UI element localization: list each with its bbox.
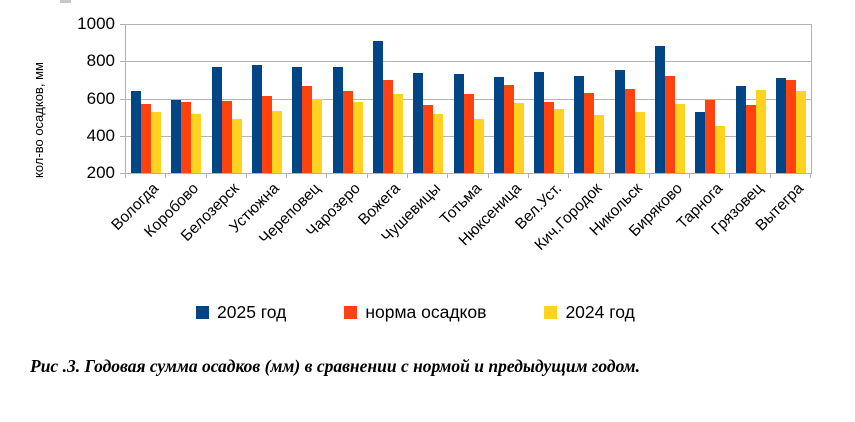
- bar: [191, 114, 202, 173]
- x-tick-mark: [286, 174, 288, 178]
- bar: [654, 46, 665, 173]
- bar: [634, 111, 645, 173]
- x-tick-mark: [689, 174, 691, 178]
- legend-item: 2024 год: [544, 302, 635, 323]
- bar: [614, 69, 625, 173]
- x-tick-mark: [810, 174, 811, 178]
- bar: [342, 91, 353, 173]
- bar: [674, 104, 685, 173]
- bar: [695, 111, 706, 173]
- precipitation-bar-chart: кол-во осадков, мм 2025 год норма осадков…: [31, 0, 812, 323]
- bar: [433, 114, 444, 173]
- bar: [372, 40, 383, 173]
- bar: [534, 72, 545, 173]
- bar: [544, 102, 555, 173]
- y-tick-label: 600: [86, 88, 115, 108]
- legend-item: 2025 год: [196, 302, 286, 323]
- legend-label: 2024 год: [565, 302, 635, 322]
- x-tick-mark: [205, 174, 207, 178]
- x-tick-mark: [125, 174, 126, 178]
- x-tick-mark: [729, 174, 731, 178]
- legend-swatch: [544, 306, 558, 319]
- bar: [785, 79, 796, 173]
- x-tick-mark: [245, 174, 247, 178]
- y-tick-mark: [120, 24, 125, 25]
- y-tick-label: 400: [86, 125, 115, 145]
- bar: [624, 89, 635, 173]
- bar: [292, 66, 303, 173]
- bar: [664, 76, 675, 173]
- x-tick-mark: [366, 174, 368, 178]
- bar: [413, 73, 424, 173]
- bar: [332, 66, 343, 173]
- y-tick-label: 800: [86, 51, 115, 71]
- x-tick-mark: [568, 174, 570, 178]
- bar: [211, 66, 222, 173]
- bar: [513, 103, 524, 173]
- y-tick-mark: [120, 61, 125, 63]
- legend: 2025 год норма осадков 2024 год: [196, 302, 635, 323]
- bar: [554, 108, 565, 173]
- bar: [231, 119, 242, 173]
- bar: [181, 102, 192, 173]
- bar: [463, 93, 474, 173]
- figure-caption: Рис .3. Годовая сумма осадков (мм) в сра…: [30, 356, 641, 376]
- bar: [221, 101, 232, 173]
- bar: [715, 125, 726, 173]
- bar: [735, 86, 746, 173]
- bar: [392, 93, 403, 173]
- y-tick-label: 1000: [77, 14, 115, 33]
- y-axis-title: кол-во осадков, мм: [31, 62, 46, 178]
- x-tick-mark: [648, 174, 650, 178]
- bar: [705, 100, 716, 173]
- bar: [745, 105, 756, 173]
- bar: [272, 110, 283, 173]
- top-edge-artifact: [60, 0, 71, 3]
- bar: [574, 76, 585, 173]
- y-tick-mark: [120, 173, 125, 174]
- bar: [312, 98, 323, 173]
- bar: [252, 64, 263, 173]
- gridline: [126, 24, 811, 25]
- legend-swatch: [344, 306, 358, 319]
- y-tick-mark: [120, 98, 125, 100]
- x-tick-mark: [326, 174, 328, 178]
- legend-item: норма осадков: [344, 302, 486, 323]
- x-tick-mark: [407, 174, 409, 178]
- bar: [503, 85, 514, 173]
- y-tick-mark: [120, 135, 125, 137]
- bar: [755, 90, 766, 173]
- legend-label: норма осадков: [365, 302, 487, 322]
- y-tick-label: 200: [86, 163, 115, 182]
- plot-area: [125, 24, 812, 174]
- gridline: [126, 61, 811, 63]
- bar: [594, 115, 605, 173]
- x-tick-mark: [769, 174, 771, 178]
- bar: [423, 105, 434, 173]
- bar: [775, 78, 786, 173]
- bar: [382, 79, 393, 173]
- legend-label: 2025 год: [217, 302, 287, 322]
- bar: [151, 112, 162, 173]
- bar: [473, 119, 484, 173]
- bar: [584, 92, 595, 173]
- bar: [352, 102, 363, 173]
- bar: [302, 86, 313, 173]
- x-tick-mark: [165, 174, 167, 178]
- bar: [262, 95, 273, 173]
- x-tick-mark: [527, 174, 529, 178]
- bar: [141, 104, 152, 173]
- bar: [795, 91, 806, 173]
- bar: [453, 74, 464, 173]
- bar: [493, 77, 504, 173]
- x-tick-mark: [447, 174, 449, 178]
- bar: [131, 91, 142, 173]
- x-tick-mark: [487, 174, 489, 178]
- bar: [171, 100, 182, 173]
- legend-swatch: [196, 306, 209, 319]
- x-tick-mark: [608, 174, 610, 178]
